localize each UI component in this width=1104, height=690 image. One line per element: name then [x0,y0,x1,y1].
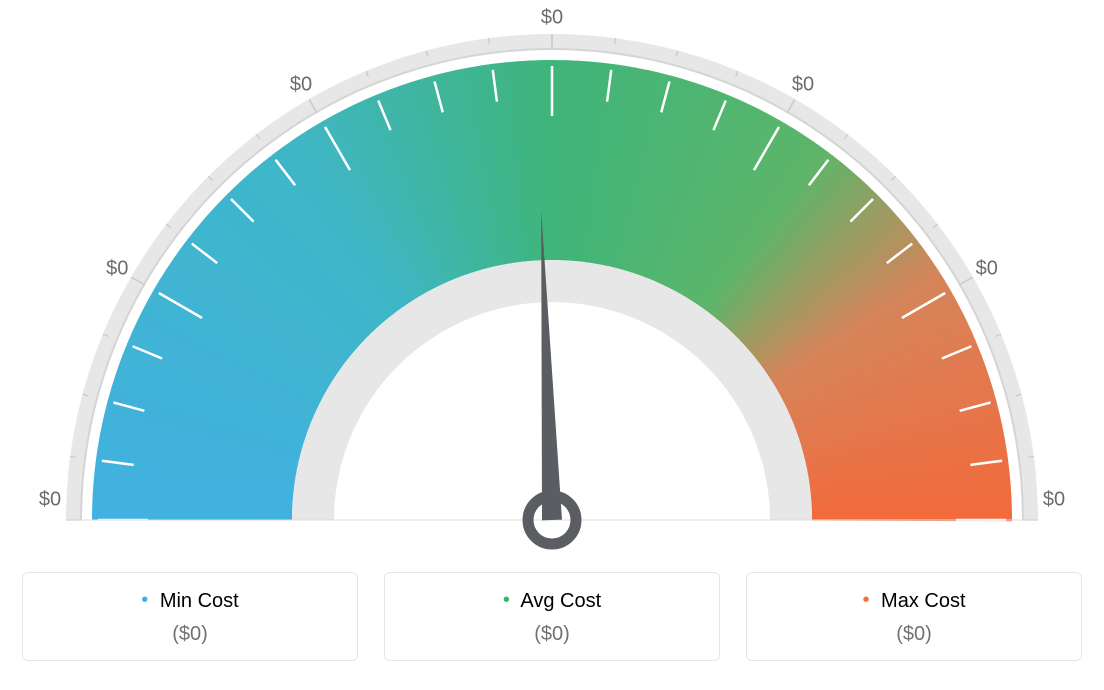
bullet-icon: • [141,589,148,611]
legend-card-avg: • Avg Cost ($0) [384,572,720,661]
legend-row: • Min Cost ($0) • Avg Cost ($0) • Max Co… [22,572,1082,661]
scale-label: $0 [290,74,312,97]
scale-label: $0 [792,74,814,97]
scale-label: $0 [541,7,563,30]
scale-label: $0 [39,489,61,512]
legend-label-text: Avg Cost [520,590,601,612]
gauge-svg [22,20,1082,550]
legend-label-text: Min Cost [160,590,239,612]
scale-label: $0 [106,258,128,281]
legend-value-avg: ($0) [385,623,719,646]
bullet-icon: • [862,589,869,611]
scale-label: $0 [976,258,998,281]
gauge-chart: $0$0$0$0$0$0$0 [22,20,1082,550]
bullet-icon: • [503,589,510,611]
legend-label-max: • Max Cost [747,589,1081,613]
legend-value-max: ($0) [747,623,1081,646]
legend-label-avg: • Avg Cost [385,589,719,613]
legend-label-text: Max Cost [881,590,965,612]
scale-label: $0 [1043,489,1065,512]
legend-value-min: ($0) [23,623,357,646]
legend-label-min: • Min Cost [23,589,357,613]
legend-card-max: • Max Cost ($0) [746,572,1082,661]
legend-card-min: • Min Cost ($0) [22,572,358,661]
